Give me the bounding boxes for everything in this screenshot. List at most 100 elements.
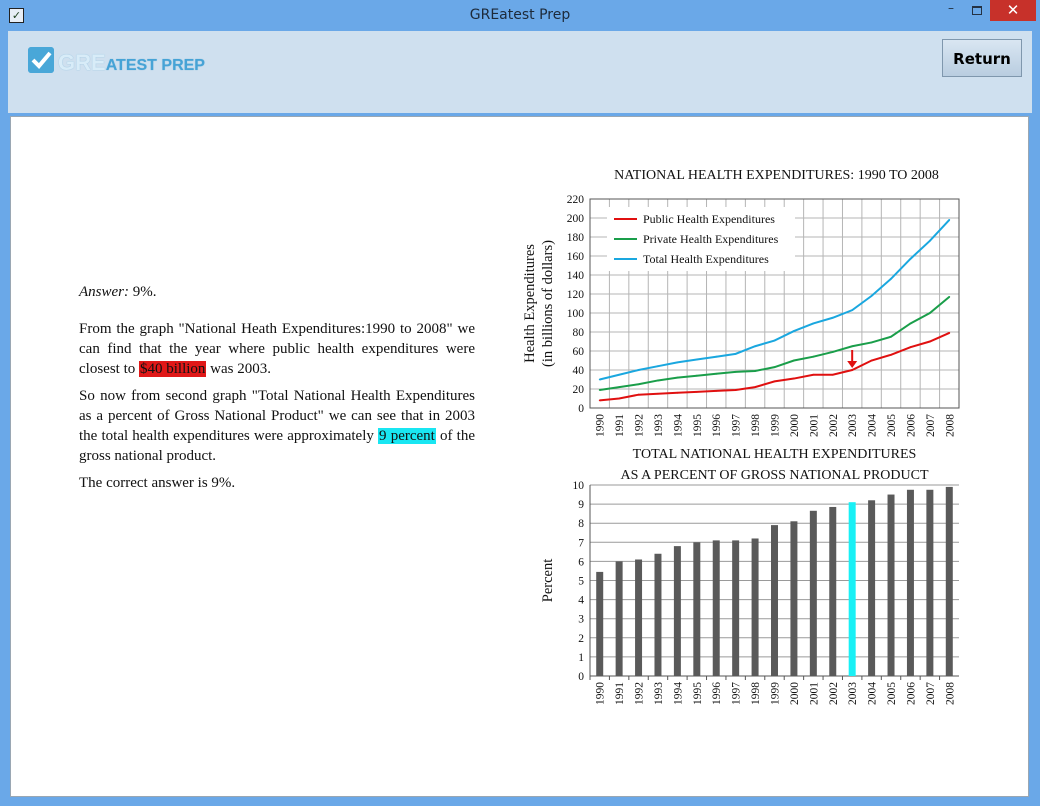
- bar-2000: [790, 521, 798, 676]
- x-tick-label: 2006: [905, 682, 917, 705]
- paragraph-3: The correct answer is 9%.: [79, 475, 236, 491]
- data-point: [870, 359, 873, 362]
- y-tick-label: 5: [578, 576, 584, 588]
- close-button[interactable]: ✕: [990, 0, 1036, 21]
- data-point: [773, 366, 776, 369]
- bar-1991: [615, 561, 623, 676]
- legend-label-0: Public Health Expenditures: [643, 212, 775, 226]
- y-tick-label: 9: [578, 499, 584, 511]
- down-arrow-head-icon: [847, 361, 858, 368]
- data-point: [773, 339, 776, 342]
- y-tick-label: 4: [578, 595, 584, 607]
- bar-2007: [926, 489, 934, 676]
- bar-2006: [906, 489, 914, 676]
- y-tick-label: 8: [578, 518, 584, 530]
- y-tick-label: 120: [567, 289, 585, 301]
- y-tick-label: 1: [578, 652, 584, 664]
- data-point: [812, 373, 815, 376]
- data-point: [909, 346, 912, 349]
- maximize-button[interactable]: [964, 0, 990, 21]
- x-tick-label: 2008: [944, 682, 956, 705]
- data-point: [812, 322, 815, 325]
- logo-text-gre: GRE: [58, 50, 106, 75]
- data-point: [793, 330, 795, 332]
- x-tick-label: 1990: [595, 682, 607, 705]
- data-point: [793, 359, 795, 362]
- data-point: [754, 370, 756, 372]
- data-point: [851, 309, 854, 312]
- data-point: [909, 257, 912, 260]
- x-tick-label: 1996: [711, 414, 723, 437]
- data-point: [618, 397, 621, 400]
- p1-end: was 2003.: [206, 361, 271, 377]
- data-point: [695, 390, 698, 393]
- window-title: GREatest Prep: [469, 7, 571, 23]
- bar-1997: [732, 540, 740, 676]
- data-point: [734, 389, 737, 391]
- app-header: GREATEST PREP Return: [8, 31, 1032, 113]
- data-point: [598, 389, 601, 391]
- p2-end: of the gross national product.: [79, 428, 476, 464]
- highlight-9-percent: 9 percent: [378, 428, 436, 444]
- data-point: [928, 312, 931, 314]
- data-point: [851, 369, 854, 371]
- paragraph-1: From the graph "National Heath Expenditu…: [79, 319, 475, 379]
- logo-text-rest: ATEST PREP: [105, 57, 205, 74]
- y-tick-label: 20: [573, 384, 585, 396]
- data-point: [657, 392, 659, 395]
- x-tick-label: 2001: [808, 682, 820, 705]
- data-point: [812, 355, 815, 358]
- y-tick-label: 7: [578, 537, 584, 549]
- x-tick-label: 2007: [925, 414, 937, 437]
- content-panel: Answer: 9%. From the graph "National Hea…: [10, 116, 1029, 797]
- data-point: [754, 345, 756, 348]
- y-tick-label: 160: [567, 251, 585, 263]
- x-tick-label: 1998: [750, 682, 762, 705]
- logo-text: GREATEST PREP: [58, 50, 205, 76]
- data-point: [851, 345, 854, 348]
- x-tick-label: 1994: [672, 414, 684, 437]
- bar-1995: [693, 542, 701, 676]
- data-point: [734, 352, 737, 355]
- bar-1998: [751, 538, 759, 676]
- bar-1994: [673, 546, 681, 676]
- x-tick-label: 1996: [711, 682, 723, 705]
- x-tick-label: 1991: [614, 682, 626, 705]
- answer-label: Answer:: [79, 284, 129, 300]
- maximize-icon: [972, 6, 982, 15]
- x-tick-label: 2004: [867, 682, 879, 705]
- p1-start: From the graph "National Heath Expenditu…: [79, 321, 475, 377]
- answer-line: Answer: 9%.: [79, 282, 475, 302]
- answer-value: 9%.: [129, 284, 157, 300]
- x-tick-label: 2006: [905, 414, 917, 437]
- y-tick-label: 2: [578, 633, 584, 645]
- data-point: [657, 365, 659, 368]
- x-tick-label: 1992: [634, 414, 646, 437]
- data-point: [637, 383, 640, 386]
- legend-label-2: Total Health Expenditures: [643, 252, 769, 266]
- y-tick-label: 80: [573, 327, 585, 339]
- data-point: [676, 376, 679, 379]
- x-tick-label: 1994: [672, 682, 684, 705]
- minimize-button[interactable]: –: [948, 1, 954, 15]
- x-tick-label: 2000: [789, 682, 801, 705]
- data-point: [909, 322, 912, 325]
- data-point: [754, 386, 756, 388]
- y-tick-label: 0: [578, 403, 584, 415]
- bar-2001: [809, 510, 817, 676]
- data-point: [695, 374, 698, 377]
- data-point: [831, 316, 834, 319]
- bar-1992: [635, 559, 643, 676]
- data-point: [831, 351, 834, 353]
- y-tick-label: 60: [573, 346, 585, 358]
- data-point: [657, 379, 659, 382]
- bar-chart: TOTAL NATIONAL HEALTH EXPENDITURES AS A P…: [540, 447, 959, 705]
- return-button[interactable]: Return: [942, 39, 1022, 77]
- paragraph-2: So now from second graph "Total National…: [79, 386, 475, 466]
- data-point: [890, 353, 892, 356]
- checkbox-icon: ✓: [9, 8, 24, 23]
- bar-1996: [712, 540, 720, 676]
- data-point: [734, 371, 737, 373]
- x-tick-label: 1992: [634, 682, 646, 705]
- x-tick-label: 2008: [944, 414, 956, 437]
